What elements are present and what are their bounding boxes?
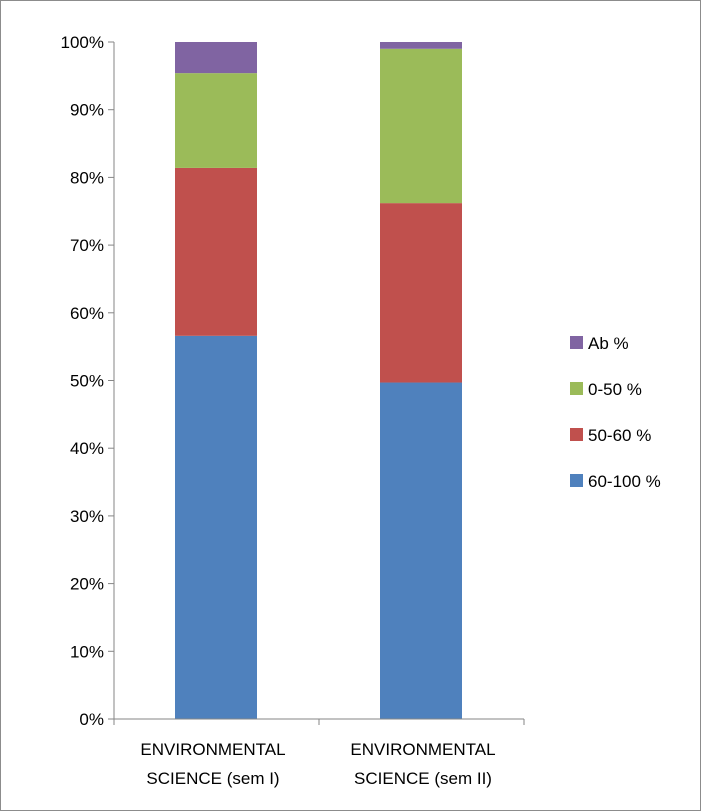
bar-segment-0-2 bbox=[175, 73, 257, 168]
bar-segment-0-0 bbox=[175, 335, 257, 719]
x-category-label: ENVIRONMENTAL bbox=[140, 740, 285, 759]
y-tick-label: 60% bbox=[70, 304, 104, 323]
bar-segment-1-3 bbox=[380, 42, 462, 49]
legend-label: 60-100 % bbox=[588, 472, 661, 491]
legend: Ab % 0-50 % 50-60 % 60-100 % bbox=[570, 334, 661, 491]
y-tick-label: 30% bbox=[70, 507, 104, 526]
y-tick-label: 50% bbox=[70, 372, 104, 391]
y-tick-label: 90% bbox=[70, 101, 104, 120]
bar-segment-0-1 bbox=[175, 167, 257, 336]
plot-area bbox=[175, 42, 462, 719]
y-tick-label: 80% bbox=[70, 168, 104, 187]
legend-label: 50-60 % bbox=[588, 426, 651, 445]
bar-segment-1-0 bbox=[380, 382, 462, 719]
legend-swatch bbox=[570, 382, 583, 395]
y-tick-label: 0% bbox=[79, 710, 104, 729]
legend-swatch bbox=[570, 474, 583, 487]
y-tick-label: 20% bbox=[70, 575, 104, 594]
legend-swatch bbox=[570, 428, 583, 441]
y-tick-label: 70% bbox=[70, 236, 104, 255]
x-category-label: SCIENCE (sem II) bbox=[354, 769, 492, 788]
bar-segment-1-1 bbox=[380, 203, 462, 383]
bar-segment-0-3 bbox=[175, 42, 257, 74]
y-tick-label: 100% bbox=[61, 33, 104, 52]
legend-label: Ab % bbox=[588, 334, 629, 353]
legend-swatch bbox=[570, 336, 583, 349]
bar-segment-1-2 bbox=[380, 48, 462, 204]
x-category-label: SCIENCE (sem I) bbox=[146, 769, 279, 788]
legend-label: 0-50 % bbox=[588, 380, 642, 399]
y-tick-label: 10% bbox=[70, 642, 104, 661]
x-category-label: ENVIRONMENTAL bbox=[350, 740, 495, 759]
y-tick-label: 40% bbox=[70, 439, 104, 458]
axes: 0% 10% 20% 30% 40% 50% 60% 70% 80% 90% 100% ENVIRON… bbox=[61, 33, 525, 788]
